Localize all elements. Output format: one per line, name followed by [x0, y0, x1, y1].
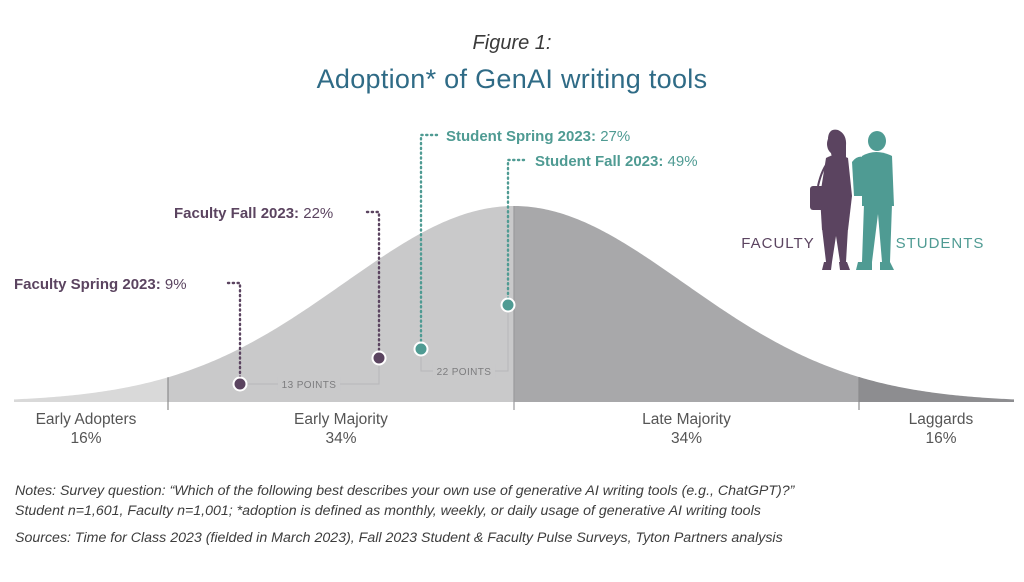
- notes-line-1: Notes: Survey question: “Which of the fo…: [15, 483, 795, 499]
- segment-percent: 34%: [325, 430, 356, 447]
- faculty-figure-icon: [810, 129, 852, 270]
- marker-dot-faculty: [232, 376, 248, 392]
- figure-label: Figure 1:: [472, 32, 552, 54]
- leader-lines: [226, 133, 526, 386]
- curve-segment-early-majority: [168, 206, 514, 402]
- bell-curve: [14, 206, 1014, 402]
- notes: Notes: Survey question: “Which of the fo…: [15, 481, 1015, 548]
- leader-line: [506, 158, 526, 307]
- segment-name: Early Majority: [294, 411, 388, 428]
- student-figure-icon: [852, 131, 894, 270]
- notes-line-2: Student n=1,601, Faculty n=1,001; *adopt…: [15, 503, 761, 519]
- marker-label: Faculty Fall 2023: 22%: [174, 205, 333, 222]
- marker-dot-students: [500, 297, 516, 313]
- leader-line: [419, 133, 439, 351]
- gap-label-bg: [432, 364, 496, 378]
- segment-percent: 34%: [671, 430, 702, 447]
- sources-line: Sources: Time for Class 2023 (fielded in…: [15, 530, 783, 546]
- leader-line: [226, 281, 242, 386]
- legend-students: STUDENTS: [896, 235, 985, 252]
- marker-label: Student Fall 2023: 49%: [535, 153, 698, 170]
- curve-segment-late-majority: [514, 206, 859, 402]
- segment-name: Laggards: [909, 411, 974, 428]
- segment-percent: 16%: [70, 430, 101, 447]
- markers: [232, 297, 516, 392]
- segment-percent: 16%: [925, 430, 956, 447]
- marker-labels: Faculty Spring 2023: 9% Faculty Fall 2023…: [14, 128, 698, 293]
- segment-labels: Early Adopters 16% Early Majority 34% Late M…: [36, 411, 974, 447]
- gap-label: 13 POINTS: [282, 380, 337, 391]
- people-illustration: [810, 129, 894, 270]
- curve-segment-early-adopters: [14, 377, 168, 402]
- marker-dot-faculty: [371, 350, 387, 366]
- marker-label: Student Spring 2023: 27%: [446, 128, 630, 145]
- gap-label: 22 POINTS: [437, 367, 492, 378]
- figure-title: Adoption* of GenAI writing tools: [316, 64, 708, 94]
- gap-label-bg: [277, 377, 341, 391]
- adoption-chart: 13 POINTS 22 POINTS Faculty Spring 2023: …: [14, 128, 1014, 447]
- marker-label: Faculty Spring 2023: 9%: [14, 276, 187, 293]
- marker-dot-students: [413, 341, 429, 357]
- curve-segment-laggards: [859, 377, 1014, 402]
- segment-name: Late Majority: [642, 411, 731, 428]
- segment-name: Early Adopters: [36, 411, 137, 428]
- gap-brackets: 13 POINTS 22 POINTS: [239, 311, 509, 391]
- leader-line: [365, 210, 381, 360]
- legend-faculty: FACULTY: [741, 235, 814, 252]
